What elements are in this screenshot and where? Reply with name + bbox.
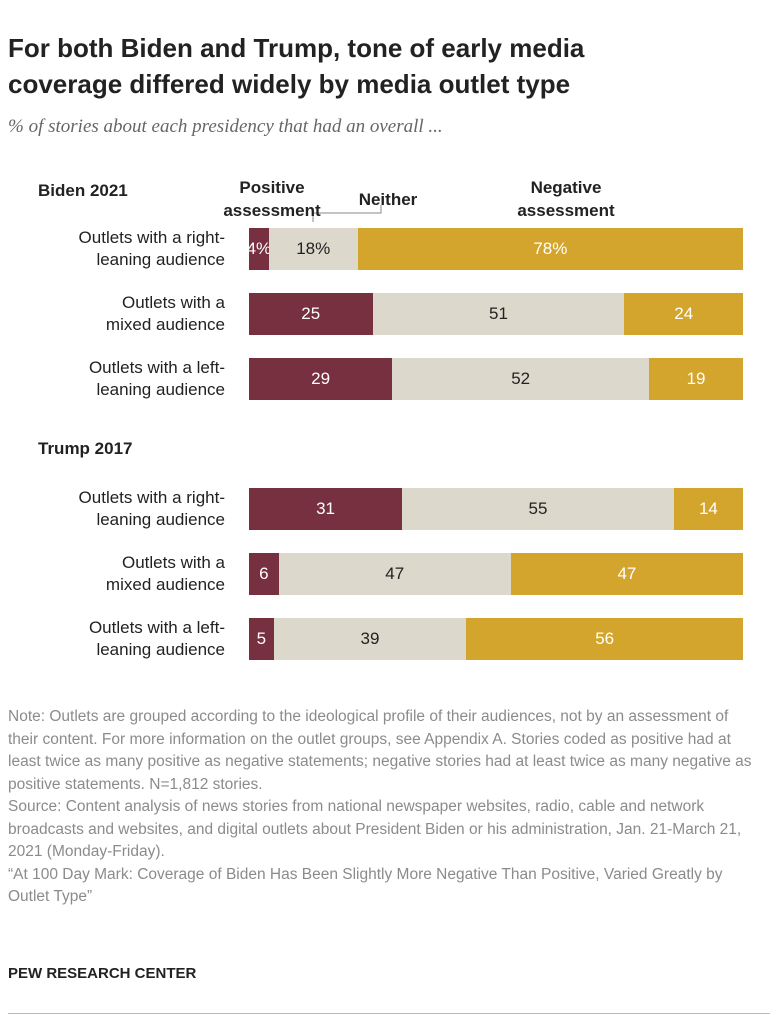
- legend-label: assessment: [223, 201, 321, 220]
- leader-line: [312, 205, 382, 222]
- bar: [372, 293, 625, 335]
- rule: [8, 1013, 770, 1014]
- value-label: 14: [698, 499, 718, 518]
- bar: [649, 358, 743, 400]
- value-label: 18%: [296, 239, 331, 258]
- bar: [249, 293, 373, 335]
- bar: [510, 553, 743, 595]
- value-label: 5: [256, 629, 267, 648]
- value-label: 25: [301, 304, 321, 323]
- bar: [249, 488, 403, 530]
- footer: PEW RESEARCH CENTER: [8, 965, 197, 982]
- neither-leader: [312, 205, 382, 222]
- category-label: leaning audience: [96, 380, 225, 399]
- category-label: Outlets with a: [122, 293, 225, 312]
- value-label: 29: [311, 369, 331, 388]
- value-label: 56: [595, 629, 615, 648]
- category-label: Outlets with a right-: [78, 488, 225, 507]
- bar: [249, 228, 269, 270]
- value-label: 78%: [533, 239, 568, 258]
- category-label: leaning audience: [96, 510, 225, 529]
- citation: “At 100 Day Mark: Coverage of Biden Has …: [8, 865, 723, 906]
- category-label: Outlets with a left-: [88, 618, 225, 637]
- notes: Note: Outlets are grouped according to t…: [8, 706, 760, 909]
- bar: [278, 553, 511, 595]
- category-label: Outlets with a: [122, 553, 225, 572]
- bar: [268, 228, 358, 270]
- bar: [249, 358, 393, 400]
- value-label: 31: [316, 499, 336, 518]
- legend-label: Neither: [358, 190, 418, 209]
- category-label: leaning audience: [96, 640, 225, 659]
- value-label: 47: [617, 564, 637, 583]
- panel-title: Biden 2021: [38, 181, 128, 200]
- bar: [249, 553, 279, 595]
- value-label: 39: [360, 629, 380, 648]
- value-label: 55: [528, 499, 548, 518]
- bar: [402, 488, 674, 530]
- value-label: 6: [259, 564, 269, 583]
- chart-subtitle: % of stories about each presidency that …: [8, 116, 443, 137]
- bar: [673, 488, 743, 530]
- category-label: Outlets with a right-: [78, 228, 225, 247]
- legend-label: assessment: [517, 201, 615, 220]
- legend-label: Negative: [530, 178, 602, 197]
- value-label: 4%: [246, 239, 272, 258]
- panel-title: Trump 2017: [38, 439, 133, 458]
- category-label: Outlets with a left-: [88, 358, 225, 377]
- note: Note: Outlets are grouped according to t…: [8, 708, 752, 793]
- source: Source: Content analysis of news stories…: [8, 798, 742, 860]
- bar: [357, 228, 743, 270]
- value-label: 24: [674, 304, 694, 323]
- value-label: 52: [511, 369, 531, 388]
- legend-label: Positive: [239, 178, 305, 197]
- value-label: 47: [385, 564, 405, 583]
- chart-title: For both Biden and Trump, tone of early …: [8, 33, 585, 99]
- bar: [392, 358, 650, 400]
- category-label: mixed audience: [105, 315, 225, 334]
- category-label: mixed audience: [105, 575, 225, 594]
- category-label: leaning audience: [96, 250, 225, 269]
- bar: [273, 618, 467, 660]
- bar: [624, 293, 743, 335]
- bar: [466, 618, 743, 660]
- bar: [249, 618, 274, 660]
- value-label: 19: [686, 369, 706, 388]
- value-label: 51: [489, 304, 508, 323]
